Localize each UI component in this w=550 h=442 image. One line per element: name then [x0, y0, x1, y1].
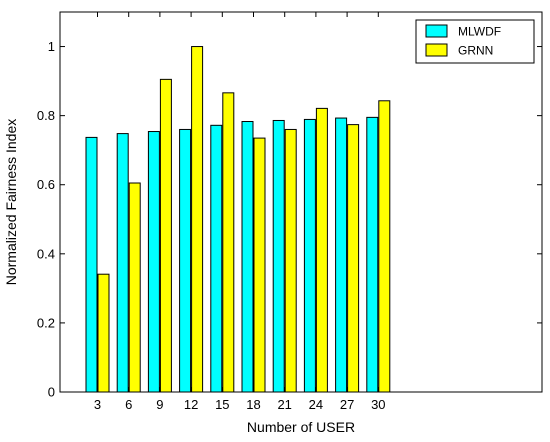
legend-label-mlwdf: MLWDF — [458, 25, 501, 39]
bar-grnn-6 — [128, 182, 141, 393]
legend-label-grnn: GRNN — [458, 44, 493, 58]
y-tick-label: 0.8 — [37, 108, 55, 123]
bar-mlwdf-12 — [179, 128, 192, 393]
bar-grnn-12 — [191, 46, 204, 393]
bar-mlwdf-9 — [147, 131, 160, 393]
x-tick-label-3: 3 — [94, 397, 101, 412]
bar-mlwdf-24 — [303, 118, 316, 393]
bars-group — [85, 46, 391, 393]
x-tick-label-21: 21 — [277, 397, 291, 412]
bar-mlwdf-15 — [210, 124, 223, 393]
x-tick-label-18: 18 — [246, 397, 260, 412]
bar-mlwdf-21 — [272, 119, 285, 393]
y-tick-label: 0.6 — [37, 177, 55, 192]
legend-swatch-grnn — [425, 43, 448, 57]
bar-grnn-3 — [97, 273, 110, 393]
bar-grnn-30 — [378, 100, 391, 393]
x-tick-label-24: 24 — [309, 397, 323, 412]
x-axis-label: Number of USER — [247, 419, 355, 435]
bar-grnn-21 — [284, 128, 297, 393]
x-axis-ticks: 3 6 9 12 15 18 21 24 27 30 — [94, 12, 386, 412]
y-axis-label: Normalized Fairness Index — [3, 119, 19, 286]
x-tick-label-27: 27 — [340, 397, 354, 412]
bar-grnn-18 — [253, 137, 266, 393]
y-tick-label: 0 — [48, 385, 55, 400]
bar-grnn-24 — [315, 107, 328, 393]
legend: MLWDF GRNN — [415, 19, 535, 64]
bar-mlwdf-3 — [85, 136, 98, 393]
y-tick-label: 0.4 — [37, 246, 55, 261]
x-tick-label-9: 9 — [156, 397, 163, 412]
y-tick-label: 0.2 — [37, 315, 55, 330]
legend-swatch-mlwdf — [425, 24, 448, 38]
y-axis-ticks: 0 0.2 0.4 0.6 0.8 1 — [37, 39, 542, 400]
bar-grnn-15 — [222, 92, 235, 393]
x-tick-label-6: 6 — [125, 397, 132, 412]
y-tick-label: 1 — [48, 39, 55, 54]
bar-grnn-27 — [347, 124, 360, 393]
bar-mlwdf-30 — [366, 116, 379, 393]
bar-mlwdf-6 — [116, 133, 129, 393]
bar-mlwdf-27 — [335, 117, 348, 393]
x-tick-label-30: 30 — [371, 397, 385, 412]
x-tick-label-15: 15 — [215, 397, 229, 412]
x-tick-label-12: 12 — [184, 397, 198, 412]
bar-mlwdf-18 — [241, 121, 254, 393]
bar-grnn-9 — [159, 78, 172, 393]
